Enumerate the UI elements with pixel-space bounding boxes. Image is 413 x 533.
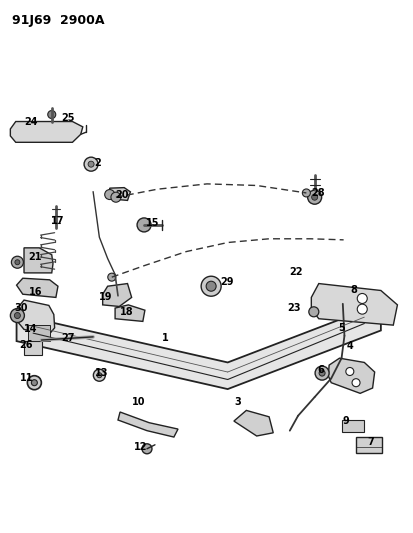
Circle shape — [107, 273, 116, 281]
Text: 4: 4 — [346, 342, 352, 351]
Text: 14: 14 — [24, 324, 38, 334]
Circle shape — [206, 281, 216, 291]
Text: 15: 15 — [146, 218, 159, 228]
Circle shape — [111, 192, 121, 202]
Text: 17: 17 — [51, 216, 64, 226]
Circle shape — [307, 190, 321, 204]
Circle shape — [314, 366, 328, 380]
Text: 28: 28 — [311, 189, 324, 198]
Text: 25: 25 — [62, 114, 75, 123]
Circle shape — [12, 256, 23, 268]
Text: 23: 23 — [287, 303, 300, 312]
Text: 24: 24 — [24, 117, 38, 126]
Text: 1: 1 — [162, 334, 169, 343]
Circle shape — [356, 294, 366, 303]
Circle shape — [356, 304, 366, 314]
Text: 6: 6 — [317, 366, 323, 375]
Text: 8: 8 — [350, 286, 356, 295]
Polygon shape — [17, 304, 380, 389]
Text: 3: 3 — [234, 398, 241, 407]
Polygon shape — [311, 284, 396, 325]
Text: 91J69  2900A: 91J69 2900A — [12, 14, 104, 27]
Circle shape — [345, 367, 353, 376]
Text: 18: 18 — [119, 307, 133, 317]
Polygon shape — [115, 305, 145, 321]
Circle shape — [47, 110, 56, 118]
Circle shape — [201, 276, 221, 296]
Polygon shape — [17, 278, 58, 297]
Circle shape — [308, 307, 318, 317]
Circle shape — [15, 260, 20, 265]
Text: 26: 26 — [19, 341, 32, 350]
Text: 2: 2 — [94, 158, 100, 167]
Circle shape — [84, 157, 98, 171]
Circle shape — [318, 370, 324, 376]
Polygon shape — [102, 284, 131, 306]
Circle shape — [311, 194, 317, 200]
Polygon shape — [233, 410, 273, 436]
Circle shape — [97, 373, 102, 378]
Bar — [24, 341, 42, 354]
Text: 29: 29 — [220, 278, 233, 287]
Circle shape — [351, 378, 359, 387]
Bar — [356, 437, 382, 453]
Bar — [28, 325, 50, 341]
Text: 9: 9 — [342, 416, 348, 426]
Text: 13: 13 — [95, 368, 108, 378]
Circle shape — [104, 190, 114, 199]
Circle shape — [142, 444, 152, 454]
Polygon shape — [10, 122, 83, 142]
Text: 12: 12 — [134, 442, 147, 451]
Bar — [341, 421, 363, 432]
Polygon shape — [328, 358, 374, 393]
Text: 20: 20 — [115, 190, 128, 199]
Polygon shape — [24, 248, 53, 273]
Circle shape — [10, 309, 24, 322]
Text: 22: 22 — [289, 267, 302, 277]
Circle shape — [14, 312, 20, 319]
Text: 19: 19 — [99, 292, 112, 302]
Circle shape — [301, 189, 310, 197]
Text: 7: 7 — [366, 438, 373, 447]
Polygon shape — [17, 300, 55, 335]
Text: 21: 21 — [28, 252, 42, 262]
Circle shape — [27, 376, 41, 390]
Text: 11: 11 — [20, 374, 33, 383]
Circle shape — [31, 379, 37, 386]
Circle shape — [88, 161, 94, 167]
Text: 27: 27 — [62, 334, 75, 343]
Text: 10: 10 — [132, 398, 145, 407]
Polygon shape — [109, 188, 130, 200]
Polygon shape — [118, 412, 178, 437]
Text: 16: 16 — [28, 287, 42, 297]
Text: 5: 5 — [337, 323, 344, 333]
Text: 30: 30 — [15, 303, 28, 312]
Circle shape — [93, 369, 105, 381]
Circle shape — [137, 218, 151, 232]
